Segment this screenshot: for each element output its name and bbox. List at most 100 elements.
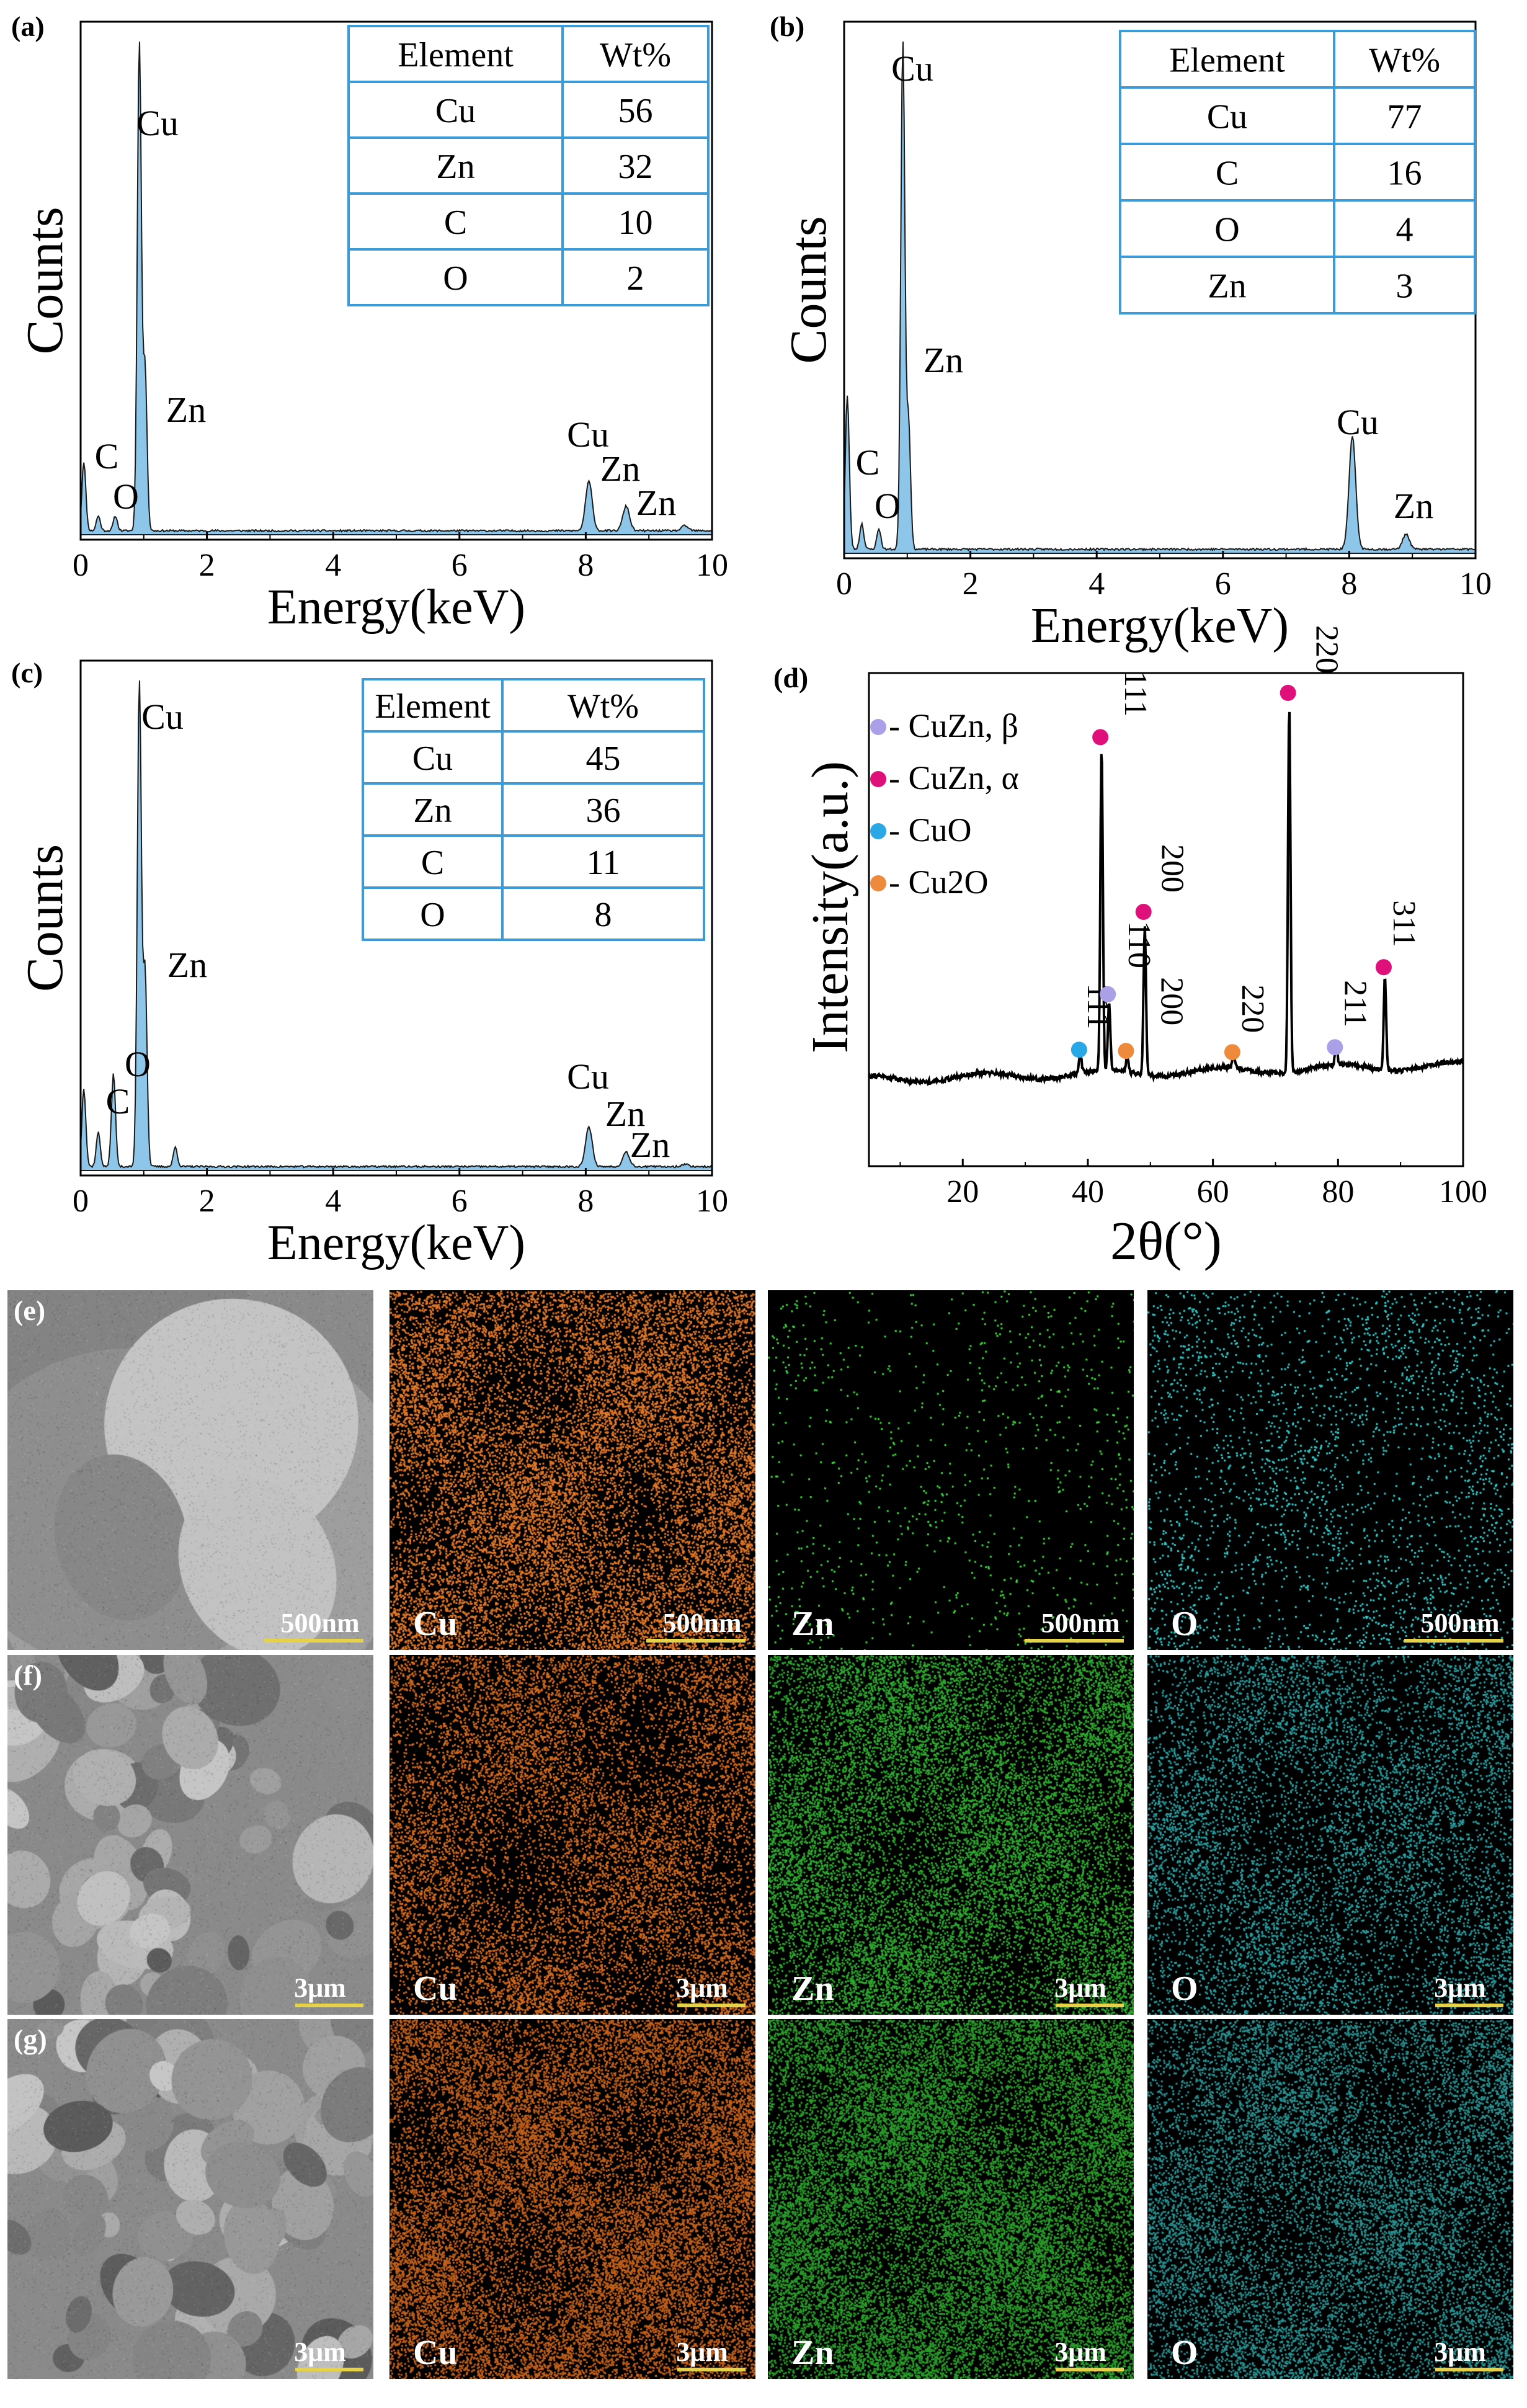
legend-marker [870,771,886,787]
table-header-element: Element [375,687,491,726]
eds-spectrum-b: 0 2 4 6 8 10 Energy(keV) Counts (b) Cu Zn C O Cu Zn Ele… [764,0,1527,653]
panel-label: (g) [14,2023,47,2055]
x-tick-label: 6 [452,548,468,583]
eds-spectrum-b-svg: 0 2 4 6 8 10Energy(keV)Counts(b)CuZnCOCuZnEle… [770,11,1492,653]
x-tick-label: 0 [836,566,852,602]
map-canvas [1147,1290,1513,1650]
element-map-cu: Cu 3μm [390,1655,755,2015]
scale-bar [1435,2368,1503,2371]
panel-label: (e) [14,1295,46,1326]
table-header-wt: Wt% [1369,42,1440,80]
element-map-cu: Cu 500nm [390,1290,755,1650]
map-canvas [1147,2019,1513,2379]
legend-label: - CuO [889,811,972,849]
map-canvas [768,2019,1134,2379]
element-map-zn: Zn 500nm [768,1290,1134,1650]
peak-label: Cu [567,1056,609,1097]
peak-label: Cu [567,414,609,455]
table-cell-wt: 8 [595,896,612,934]
x-tick-label: 0 [73,548,89,583]
panel-label: (d) [773,662,808,693]
scale-bar [1056,2368,1124,2371]
map-canvas [390,1655,755,2015]
table-cell-element: C [1216,154,1239,193]
scale-bar [1025,1639,1124,1643]
element-label: Zn [791,1969,834,2008]
panel-label: (c) [11,657,43,689]
table-cell-wt: 45 [586,739,621,778]
x-tick-label: 80 [1322,1174,1354,1210]
table-cell-wt: 4 [1396,211,1413,249]
panel-label: (f) [14,1659,42,1691]
x-tick-label: 10 [1459,566,1492,602]
scale-label: 3μm [1434,1973,1486,2003]
peak-label: Cu [141,697,184,737]
peak-marker [1224,1044,1240,1061]
map-canvas [768,1655,1134,2015]
axes-frame [868,672,1464,1167]
eds-spectrum-a-svg: 0 2 4 6 8 10Energy(keV)Counts(a)CuZnCOCuZnZnE… [11,11,728,635]
legend-marker [870,823,886,839]
scale-label: 3μm [294,2337,346,2367]
x-axis-label: Energy(keV) [267,580,525,635]
y-axis-label: Intensity(a.u.) [801,761,859,1053]
element-map-zn: Zn 3μm [768,2019,1134,2379]
peak-label: Zn [1394,486,1433,526]
table-cell-element: Cu [435,92,476,130]
panel-label: (b) [770,11,804,42]
scale-label: 3μm [676,2337,728,2367]
scale-label: 3μm [1054,2337,1106,2367]
element-map-cu: Cu 3μm [390,2019,755,2379]
x-tick-label: 2 [199,548,215,583]
peak-label: Zn [924,340,963,380]
x-tick-label: 4 [325,548,341,583]
table-cell-element: C [421,844,444,882]
legend-label: - CuZn, β [889,707,1018,744]
hkl-label: 200 [1154,977,1189,1025]
scale-bar [646,1639,746,1643]
x-tick-label: 4 [325,1184,341,1219]
scale-label: 500nm [662,1608,742,1638]
xrd-pattern-d: 20 40 60 80 100 2θ(°) Intensity(a.u.) (d) - CuZn… [764,625,1527,1290]
legend-marker [870,875,886,891]
peak-marker [1280,685,1296,701]
peak-label: Cu [1337,402,1379,442]
map-canvas [7,1655,373,2015]
table-cell-element: O [443,259,468,298]
peak-label: C [856,442,880,483]
scale-bar [1056,2004,1124,2007]
eds-spectrum-a: 0 2 4 6 8 10 Energy(keV) Counts (a) Cu Zn C O Cu Zn Zn E… [0,0,764,645]
scale-label: 3μm [1054,1973,1106,2003]
peak-marker [1100,986,1116,1002]
sem-image: (g) 3μm [7,2019,373,2379]
element-label: Zn [791,1605,834,1643]
sem-image: (f) 3μm [7,1655,373,2015]
y-axis-label: Counts [780,216,837,363]
hkl-label: 200 [1155,844,1190,893]
peak-marker [1327,1039,1343,1056]
table-cell-element: O [420,896,445,934]
peak-marker [1118,1043,1134,1059]
table-cell-element: Zn [1208,267,1246,306]
map-canvas [7,2019,373,2379]
x-tick-label: 60 [1197,1174,1229,1210]
hkl-label: 111 [1118,671,1153,716]
peak-label: Zn [605,1094,645,1134]
table-cell-wt: 10 [618,203,653,242]
peak-marker [1375,959,1392,976]
scale-label: 3μm [294,1973,346,2003]
map-canvas [7,1290,373,1650]
table-cell-element: Zn [413,792,452,830]
table-cell-wt: 11 [587,844,620,882]
spectrum-area [80,680,713,1171]
scale-label: 500nm [1041,1608,1120,1638]
element-map-zn: Zn 3μm [768,1655,1134,2015]
table-cell-wt: 2 [627,259,644,298]
element-label: O [1171,2334,1198,2372]
element-map-o: O 3μm [1147,1655,1513,2015]
legend-label: - Cu2O [889,863,989,901]
table-cell-wt: 16 [1387,154,1422,193]
element-label: Cu [413,1969,458,2008]
y-axis-label: Counts [16,844,74,992]
peak-label: Zn [630,1125,670,1165]
